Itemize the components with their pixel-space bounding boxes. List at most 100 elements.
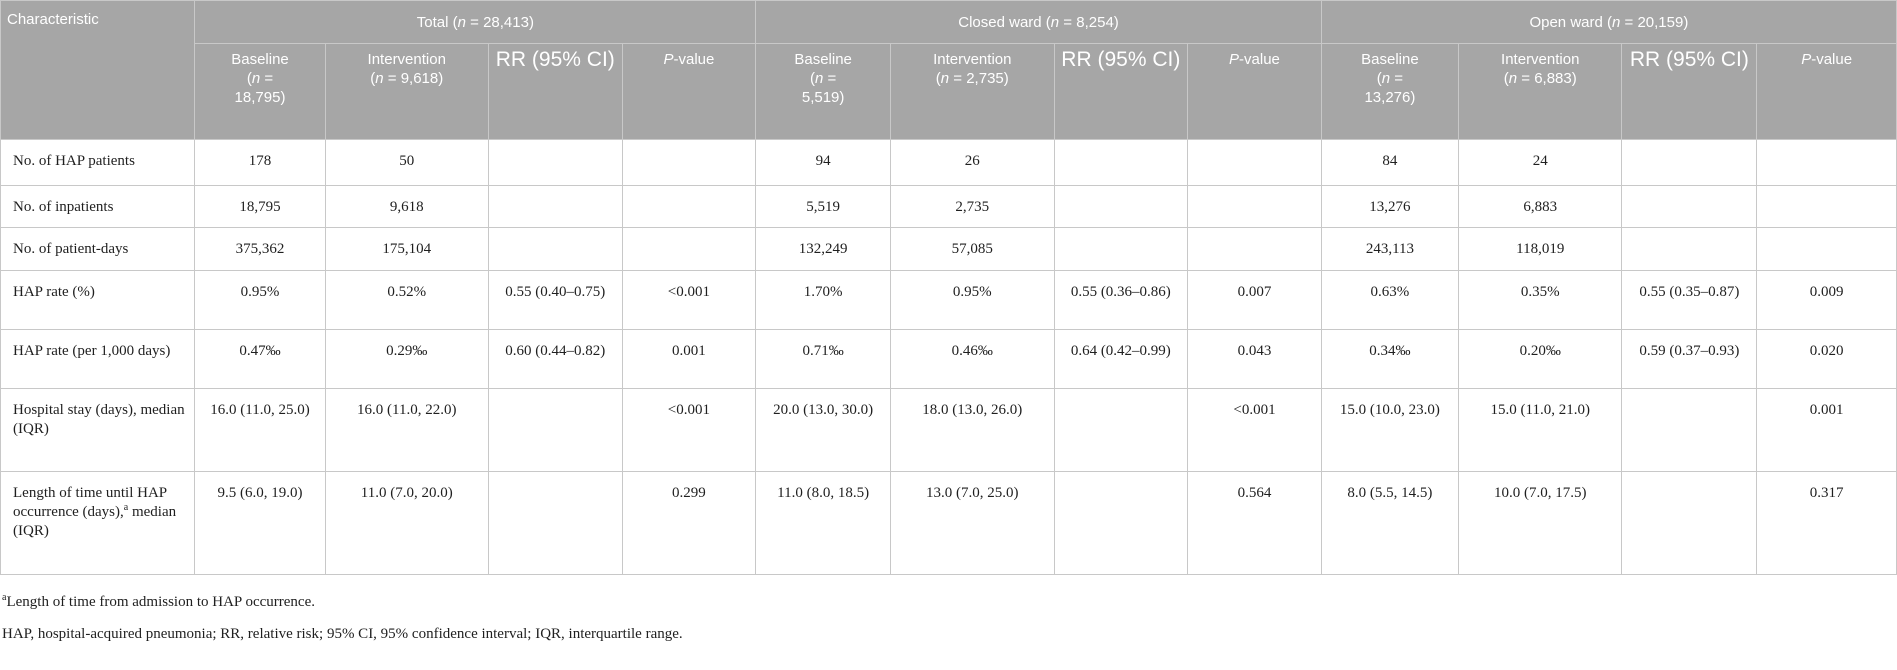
row-label-tail: median (IQR)	[13, 504, 177, 539]
footnote-a: aLength of time from admission to HAP oc…	[2, 593, 1897, 612]
group-header-closed-ward: Closed ward (n = 8,254)	[755, 0, 1322, 44]
table-cell	[1187, 185, 1322, 228]
characteristic-header: Characteristic	[0, 0, 196, 140]
table-cell: 18,795	[194, 185, 326, 228]
table-cell	[621, 185, 757, 228]
table-cell	[1053, 388, 1189, 472]
table-cell: 0.95%	[194, 270, 326, 330]
table-cell	[1053, 139, 1189, 186]
table-cell: 0.52%	[324, 270, 489, 330]
table-row: Hospital stay (days), median (IQR) 16.0 …	[0, 388, 1897, 472]
table-cell	[1053, 185, 1189, 228]
results-table: Characteristic Total (n = 28,413) Closed…	[0, 0, 1897, 575]
p-symbol: P	[1229, 51, 1240, 68]
footnote-marker: a	[123, 502, 129, 513]
table-cell: 0.47‰	[194, 329, 326, 389]
n-symbol: n	[1381, 70, 1391, 87]
table-cell: 0.317	[1756, 471, 1897, 575]
subheader-intervention-total: Intervention (n = 9,618)	[324, 43, 489, 140]
row-label: Length of time until HAP occurrence (day…	[0, 471, 196, 575]
group-header-open-ward: Open ward (n = 20,159)	[1320, 0, 1897, 44]
table-cell	[1187, 139, 1322, 186]
header-sub-row: Baseline (n = 18,795) Intervention (n = 9,6…	[1, 43, 1897, 140]
table-cell: 57,085	[890, 227, 1055, 271]
table-cell: 0.71‰	[755, 329, 892, 389]
table-row: No. of inpatients 18,795 9,618 5,519 2,7…	[0, 185, 1897, 228]
table-cell: 0.63%	[1320, 270, 1460, 330]
table-cell: 0.001	[621, 329, 757, 389]
subheader-rr-closed: RR (95% CI)	[1053, 43, 1189, 140]
baseline-n-total: 18,795	[234, 89, 281, 106]
table-cell: 0.59 (0.37–0.93)	[1621, 329, 1758, 389]
table-cell	[1053, 471, 1189, 575]
table-cell: 118,019	[1458, 227, 1623, 271]
table-cell: 15.0 (10.0, 23.0)	[1320, 388, 1460, 472]
table-cell	[1187, 227, 1322, 271]
group-title-open: Open ward	[1529, 13, 1603, 31]
table-cell: 375,362	[194, 227, 326, 271]
subheader-p-open: P-value	[1756, 43, 1897, 140]
table-cell: 9,618	[324, 185, 489, 228]
table-cell: 84	[1320, 139, 1460, 186]
table-cell	[487, 139, 623, 186]
table-cell: 5,519	[755, 185, 892, 228]
table-cell: 50	[324, 139, 489, 186]
table-row: Length of time until HAP occurrence (day…	[0, 471, 1897, 575]
baseline-label: Baseline	[231, 51, 289, 68]
baseline-label: Baseline	[794, 51, 852, 68]
table-cell: 13.0 (7.0, 25.0)	[890, 471, 1055, 575]
table-cell: 0.55 (0.36–0.86)	[1053, 270, 1189, 330]
table-cell	[487, 471, 623, 575]
n-symbol: n	[251, 70, 261, 87]
table-cell	[621, 227, 757, 271]
table-cell: 6,883	[1458, 185, 1623, 228]
n-symbol: n	[1050, 13, 1060, 31]
subheader-rr-open: RR (95% CI)	[1621, 43, 1758, 140]
table-cell: 0.020	[1756, 329, 1897, 389]
p-value-suffix: -value	[673, 51, 715, 68]
table-cell: 0.55 (0.35–0.87)	[1621, 270, 1758, 330]
table-cell: 26	[890, 139, 1055, 186]
subheader-baseline-total: Baseline (n = 18,795)	[194, 43, 326, 140]
subheader-intervention-closed: Intervention (n = 2,735)	[890, 43, 1055, 140]
table-row: HAP rate (%) 0.95% 0.52% 0.55 (0.40–0.75…	[0, 270, 1897, 330]
n-symbol: n	[1508, 70, 1518, 87]
n-symbol: n	[375, 70, 384, 87]
footnote-a-text: Length of time from admission to HAP occ…	[6, 594, 315, 610]
intervention-label: Intervention	[367, 51, 446, 68]
subheader-baseline-closed: Baseline (n = 5,519)	[755, 43, 892, 140]
table-cell: 175,104	[324, 227, 489, 271]
table-cell	[1621, 227, 1758, 271]
table-footnotes: aLength of time from admission to HAP oc…	[0, 593, 1897, 644]
table-cell	[487, 185, 623, 228]
table-cell: 0.29‰	[324, 329, 489, 389]
table-cell: <0.001	[1187, 388, 1322, 472]
table-cell: 15.0 (11.0, 21.0)	[1458, 388, 1623, 472]
table-row: No. of patient-days 375,362 175,104 132,…	[0, 227, 1897, 271]
p-value-suffix: -value	[1811, 51, 1853, 68]
row-label: No. of HAP patients	[0, 139, 196, 186]
table-cell: 24	[1458, 139, 1623, 186]
table-cell: 1.70%	[755, 270, 892, 330]
table-cell: 0.299	[621, 471, 757, 575]
row-label: HAP rate (per 1,000 days)	[0, 329, 196, 389]
table-row: HAP rate (per 1,000 days) 0.47‰ 0.29‰ 0.…	[0, 329, 1897, 389]
table-cell: 18.0 (13.0, 26.0)	[890, 388, 1055, 472]
table-cell: 0.95%	[890, 270, 1055, 330]
table-cell: 132,249	[755, 227, 892, 271]
subheader-p-total: P-value	[621, 43, 757, 140]
subheader-rr-total: RR (95% CI)	[487, 43, 623, 140]
group-n-open: 20,159	[1637, 13, 1684, 31]
footnote-abbreviations: HAP, hospital-acquired pneumonia; RR, re…	[2, 626, 683, 642]
intervention-n-open: 6,883	[1534, 70, 1572, 87]
table-cell: 0.55 (0.40–0.75)	[487, 270, 623, 330]
table-cell: 13,276	[1320, 185, 1460, 228]
n-symbol: n	[815, 70, 824, 87]
table-cell	[1621, 471, 1758, 575]
intervention-label: Intervention	[1501, 51, 1580, 68]
table-cell	[1053, 227, 1189, 271]
header-group-row: Characteristic Total (n = 28,413) Closed…	[0, 0, 1897, 140]
table-cell: 16.0 (11.0, 22.0)	[324, 388, 489, 472]
n-symbol: n	[940, 70, 950, 87]
table-row: No. of HAP patients 178 50 94 26 84 24	[0, 139, 1897, 186]
